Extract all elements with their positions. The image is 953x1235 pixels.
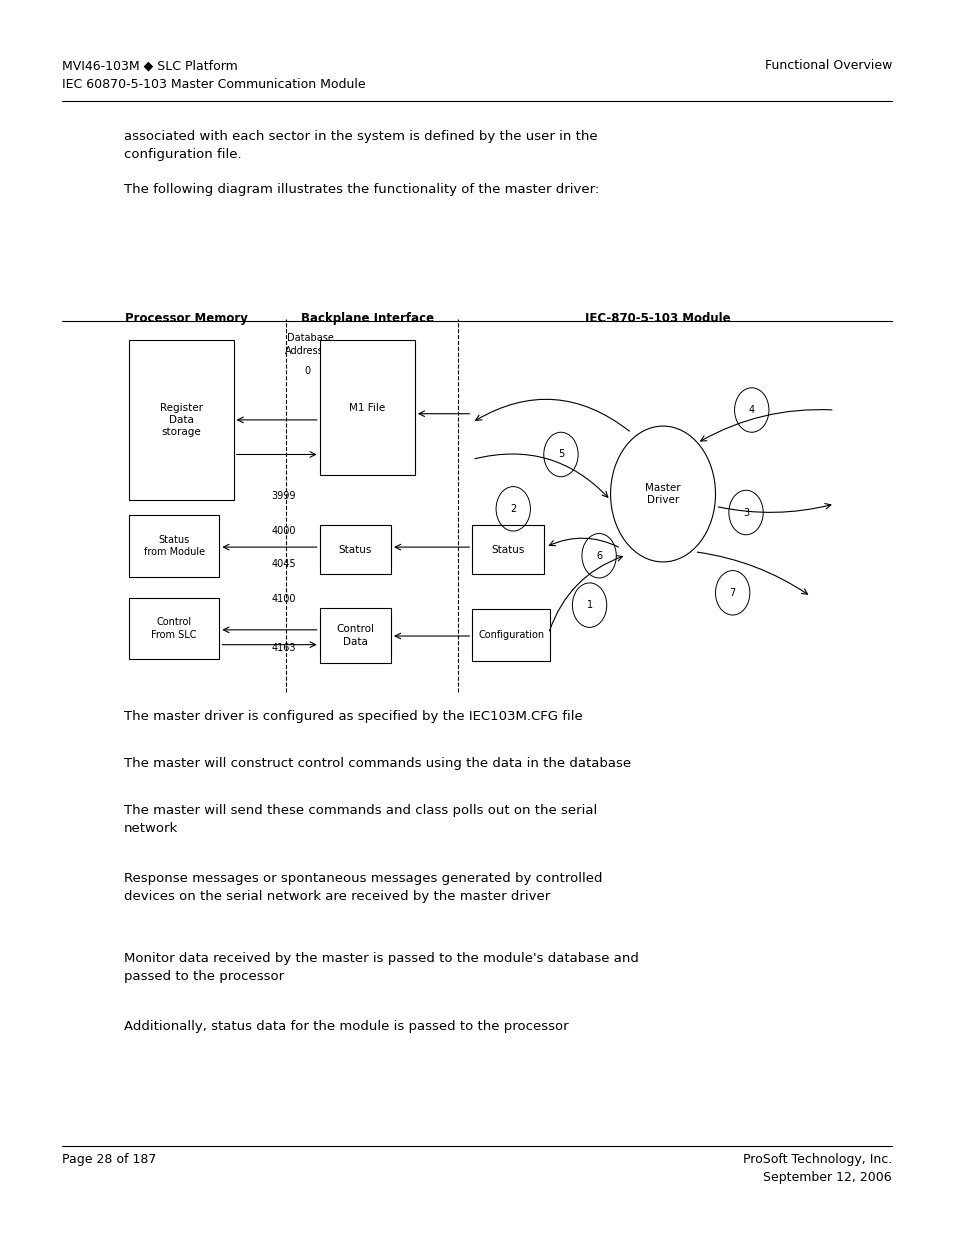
- Text: MVI46-103M ◆ SLC Platform: MVI46-103M ◆ SLC Platform: [62, 59, 237, 73]
- Text: 7: 7: [729, 588, 735, 598]
- Text: associated with each sector in the system is defined by the user in the
configur: associated with each sector in the syste…: [124, 130, 597, 161]
- Text: 4100: 4100: [271, 594, 295, 604]
- Text: IEC-870-5-103 Module: IEC-870-5-103 Module: [585, 311, 730, 325]
- Text: Master
Driver: Master Driver: [644, 483, 680, 505]
- Text: IEC 60870-5-103 Master Communication Module: IEC 60870-5-103 Master Communication Mod…: [62, 78, 365, 91]
- Text: Backplane Interface: Backplane Interface: [300, 311, 434, 325]
- Text: Additionally, status data for the module is passed to the processor: Additionally, status data for the module…: [124, 1020, 568, 1034]
- Text: Status
from Module: Status from Module: [143, 535, 205, 557]
- Text: 2: 2: [510, 504, 516, 514]
- Text: The master driver is configured as specified by the IEC103M.CFG file: The master driver is configured as speci…: [124, 710, 582, 724]
- FancyBboxPatch shape: [129, 340, 233, 500]
- Text: ProSoft Technology, Inc.: ProSoft Technology, Inc.: [742, 1153, 891, 1167]
- Text: The master will send these commands and class polls out on the serial
network: The master will send these commands and …: [124, 804, 597, 835]
- Text: 0: 0: [304, 366, 310, 375]
- Text: 3: 3: [742, 508, 748, 517]
- FancyBboxPatch shape: [472, 525, 543, 574]
- FancyBboxPatch shape: [319, 340, 415, 475]
- Text: 3999: 3999: [271, 492, 295, 501]
- Text: Response messages or spontaneous messages generated by controlled
devices on the: Response messages or spontaneous message…: [124, 872, 602, 903]
- FancyBboxPatch shape: [319, 608, 391, 663]
- FancyBboxPatch shape: [319, 525, 391, 574]
- Text: Register
Data
storage: Register Data storage: [159, 403, 203, 437]
- Text: Processor Memory: Processor Memory: [125, 311, 247, 325]
- Text: The following diagram illustrates the functionality of the master driver:: The following diagram illustrates the fu…: [124, 183, 598, 196]
- Text: 5: 5: [558, 450, 563, 459]
- Text: September 12, 2006: September 12, 2006: [762, 1171, 891, 1184]
- Text: 4045: 4045: [271, 559, 295, 569]
- Text: Status: Status: [338, 545, 372, 555]
- Text: 4: 4: [748, 405, 754, 415]
- Text: 6: 6: [596, 551, 601, 561]
- FancyBboxPatch shape: [129, 598, 219, 659]
- Text: Database
Addresses: Database Addresses: [285, 333, 335, 356]
- Text: Functional Overview: Functional Overview: [763, 59, 891, 73]
- Text: Configuration: Configuration: [477, 630, 544, 640]
- Text: Page 28 of 187: Page 28 of 187: [62, 1153, 156, 1167]
- FancyBboxPatch shape: [129, 515, 219, 577]
- Text: 4000: 4000: [271, 526, 295, 536]
- Text: The master will construct control commands using the data in the database: The master will construct control comman…: [124, 757, 631, 771]
- Text: Status: Status: [491, 545, 524, 555]
- Text: 1: 1: [586, 600, 592, 610]
- Text: M1 File: M1 File: [349, 403, 385, 412]
- FancyBboxPatch shape: [472, 609, 550, 661]
- Text: 4163: 4163: [271, 643, 295, 653]
- Text: Control
From SLC: Control From SLC: [152, 618, 196, 640]
- Text: Control
Data: Control Data: [336, 624, 374, 647]
- Text: Monitor data received by the master is passed to the module's database and
passe: Monitor data received by the master is p…: [124, 952, 639, 983]
